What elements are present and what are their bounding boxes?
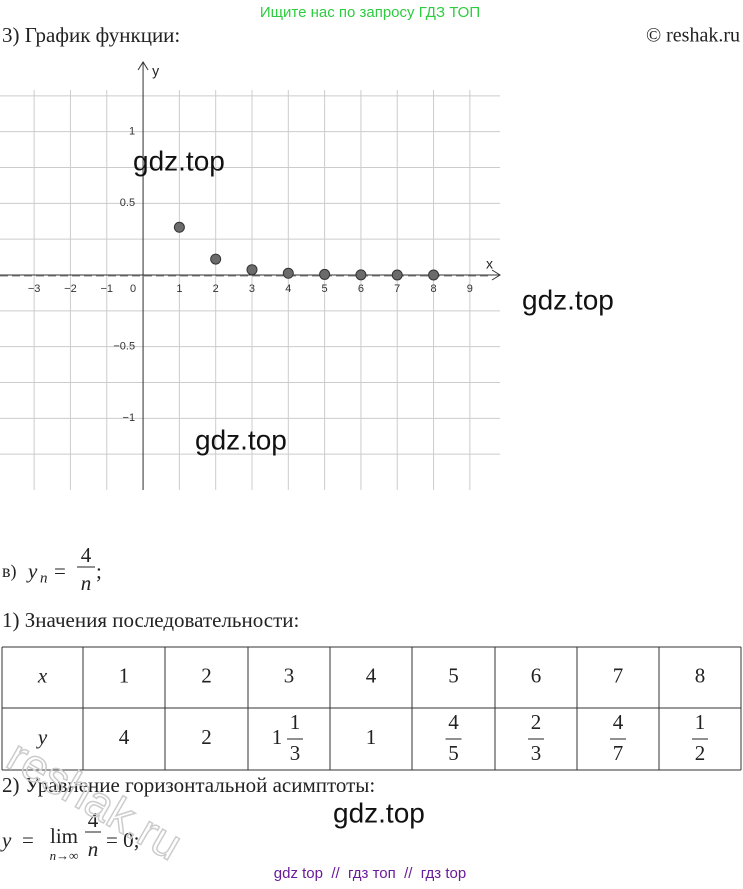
x-tick-label: 8 <box>430 283 436 295</box>
asym-lim: lim <box>50 824 78 848</box>
y-tick-label: −1 <box>123 412 136 424</box>
content: в) y n =4n ;1) Значения последовательности:x… <box>0 145 742 882</box>
x-tick-label: −3 <box>28 283 41 295</box>
y-tick-label: −0.5 <box>113 341 135 353</box>
x-tick-label: −1 <box>100 283 113 295</box>
x-tick-label: 4 <box>285 283 291 295</box>
table-cell: 1 <box>119 663 130 687</box>
point <box>391 269 403 281</box>
asym-eq: = <box>22 828 34 852</box>
asym-var: y <box>0 828 12 852</box>
x-tick-label: −2 <box>64 283 77 295</box>
watermark: gdz.top <box>522 284 614 315</box>
formula-sub: n <box>40 570 48 586</box>
formula-end: ; <box>96 559 102 583</box>
y-tick-label: 1 <box>129 126 135 138</box>
banner: Ищите нас по запросу ГДЗ ТОП <box>260 4 480 21</box>
table-cell-den: 7 <box>613 741 624 765</box>
section-title: 3) График функции: <box>2 23 180 47</box>
watermark: gdz.top <box>333 797 425 828</box>
x-tick-label: 1 <box>176 283 182 295</box>
table-cell: y <box>36 725 48 749</box>
asym-end: = 0; <box>106 828 139 852</box>
table-cell: 7 <box>613 663 624 687</box>
table-cell: 3 <box>284 663 295 687</box>
watermark: gdz.top <box>133 145 225 176</box>
point <box>173 221 185 233</box>
section-title: 1) Значения последовательности: <box>2 608 299 632</box>
y-arrow <box>137 61 149 71</box>
formula-den: n <box>81 571 92 595</box>
point <box>210 253 222 265</box>
footer: gdz top // гдз топ // гдз top <box>274 865 466 882</box>
formula-eq: = <box>54 559 66 583</box>
point <box>428 269 440 281</box>
table-cell: 8 <box>695 663 706 687</box>
asym-den: n <box>88 837 99 861</box>
x-tick-label: 5 <box>322 283 328 295</box>
x-axis-label: x <box>486 256 493 272</box>
table-cell-num: 2 <box>531 710 542 734</box>
x-tick-label: 0 <box>130 283 136 295</box>
x-tick-label: 7 <box>394 283 400 295</box>
table-cell: 6 <box>531 663 542 687</box>
y-axis-label: y <box>152 63 159 79</box>
x-arrow <box>491 269 501 281</box>
table-cell-den: 2 <box>695 741 706 765</box>
formula-label: в) <box>2 561 17 582</box>
table-cell: x <box>37 663 48 687</box>
table-cell: 5 <box>448 663 459 687</box>
formula-var: y <box>26 559 38 583</box>
table-cell: 2 <box>201 725 212 749</box>
point <box>355 269 367 281</box>
x-tick-label: 2 <box>213 283 219 295</box>
x-tick-label: 9 <box>467 283 473 295</box>
x-tick-label: 3 <box>249 283 255 295</box>
asym-num: 4 <box>88 808 99 832</box>
point <box>282 267 294 279</box>
table-cell: 2 <box>201 663 212 687</box>
table-cell: 4 <box>366 663 377 687</box>
table-cell: 4 <box>119 725 130 749</box>
section-title: 2) Уравнение горизонтальной асимптоты: <box>2 773 375 797</box>
chart: x y −3 −2 −1 0 1 2 3 4 5 6 7 8 9 −1 −0.5 0.5 1 <box>0 61 501 490</box>
table-cell-den: 3 <box>290 741 301 765</box>
asym-under: n→∞ <box>50 848 79 863</box>
x-tick-label: 6 <box>358 283 364 295</box>
point <box>246 264 258 276</box>
table-cell-den: 3 <box>531 741 542 765</box>
copyright: © reshak.ru <box>646 25 740 47</box>
table-cell-num: 1 <box>290 710 301 734</box>
point <box>319 268 331 280</box>
table-cell: 1 <box>366 725 377 749</box>
watermark: gdz.top <box>195 424 287 455</box>
table-cell-den: 5 <box>448 741 459 765</box>
table-cell-num: 4 <box>613 710 624 734</box>
table-cell-num: 1 <box>695 710 706 734</box>
y-tick-label: 0.5 <box>120 197 135 209</box>
formula-num: 4 <box>81 543 92 567</box>
table-cell-whole: 1 <box>272 725 283 749</box>
table-cell-num: 4 <box>448 710 459 734</box>
